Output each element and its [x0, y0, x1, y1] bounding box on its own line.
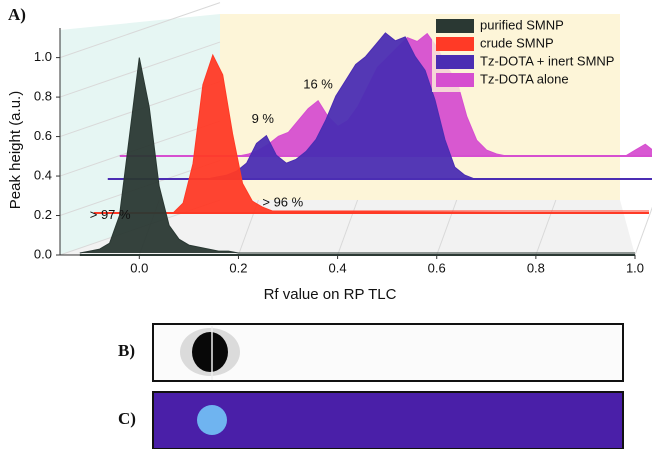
legend-label: Tz-DOTA + inert SMNP — [480, 53, 614, 68]
annotation: > 97 % — [90, 207, 131, 222]
x-tick-label: 0.8 — [527, 260, 545, 275]
annotation: 16 % — [303, 76, 333, 91]
panel-label: A) — [8, 5, 26, 24]
x-tick-label: 1.0 — [626, 260, 644, 275]
tlc-spot — [192, 332, 228, 372]
legend-label: crude SMNP — [480, 35, 554, 50]
uv-spot — [197, 405, 227, 435]
annotation: > 96 % — [262, 195, 303, 210]
x-tick-label: 0.6 — [428, 260, 446, 275]
y-tick-label: 0.0 — [34, 246, 52, 261]
legend-label: purified SMNP — [480, 17, 564, 32]
legend-label: Tz-DOTA alone — [480, 71, 569, 86]
y-tick-label: 0.8 — [34, 89, 52, 104]
x-axis-label: Rf value on RP TLC — [264, 286, 397, 303]
annotation: 9 % — [252, 111, 275, 126]
x-tick-label: 0.4 — [329, 260, 347, 275]
y-axis-label: Peak height (a.u.) — [7, 91, 24, 209]
legend-swatch — [436, 73, 474, 87]
legend: purified SMNP crude SMNP Tz-DOTA + inert S… — [432, 14, 620, 92]
y-tick-label: 0.2 — [34, 207, 52, 222]
x-tick-label: 0.2 — [229, 260, 247, 275]
y-tick-label: 0.6 — [34, 128, 52, 143]
legend-swatch — [436, 37, 474, 51]
y-tick-label: 0.4 — [34, 167, 52, 182]
y-tick-label: 1.0 — [34, 49, 52, 64]
panel-label: C) — [118, 409, 136, 428]
panel-label: B) — [118, 341, 135, 360]
grid-line — [635, 200, 652, 255]
chart: 0.0 0.2 0.4 0.6 0.8 1.0 0.0 0.2 0.4 0.6 0.8 1.0 16 %… — [0, 0, 652, 449]
legend-swatch — [436, 19, 474, 33]
legend-swatch — [436, 55, 474, 69]
x-tick-label: 0.0 — [130, 260, 148, 275]
